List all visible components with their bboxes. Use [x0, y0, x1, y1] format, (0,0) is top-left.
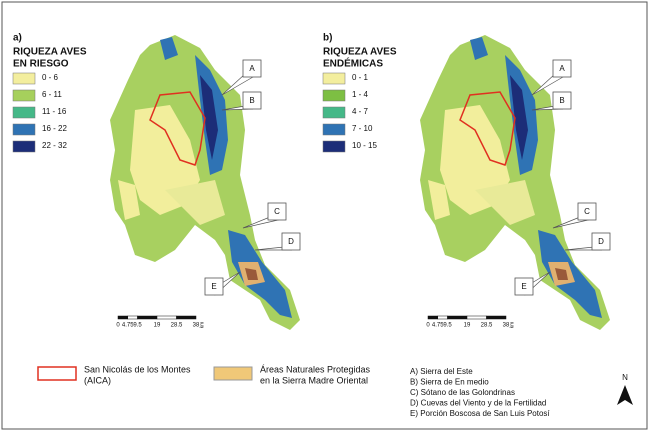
- legend-swatch: [322, 72, 346, 85]
- scale-segment: [437, 315, 448, 320]
- callout-box: [204, 277, 224, 296]
- anp-label: en la Sierra Madre Oriental: [260, 375, 368, 385]
- aica-label: (AICA): [84, 375, 111, 385]
- scale-segment: [156, 315, 177, 320]
- legend-label: 0 - 1: [352, 73, 369, 82]
- scale-segment: [117, 315, 128, 320]
- scale-segment: [486, 315, 507, 320]
- legend-swatch: [322, 140, 346, 153]
- callout-label: D: [598, 237, 604, 246]
- callout-box: [552, 59, 572, 78]
- scale-label: 38: [503, 323, 510, 329]
- north-label: N: [622, 373, 628, 382]
- legend-label: 22 - 32: [42, 141, 67, 150]
- panel-label: b): [323, 33, 332, 44]
- north-arrow: [617, 385, 633, 405]
- legend-title: EN RIESGO: [13, 59, 69, 70]
- site-label: A) Sierra del Este: [410, 367, 473, 376]
- legend-title: RIQUEZA AVES: [13, 47, 87, 58]
- legend-swatch: [12, 140, 36, 153]
- site-label: D) Cuevas del Viento y de la Fertilidad: [410, 399, 546, 408]
- callout-box: [242, 59, 262, 78]
- scale-segment: [137, 315, 158, 320]
- scale-label: 28.5: [481, 323, 493, 329]
- legend-swatch: [12, 72, 36, 85]
- site-label: B) Sierra de En medio: [410, 378, 489, 387]
- legend-label: 10 - 15: [352, 141, 377, 150]
- scale-label: 9.5: [133, 323, 142, 329]
- anp-label: Áreas Naturales Protegidas: [260, 364, 371, 374]
- scale-label: 4.75: [122, 323, 134, 329]
- legend-title: ENDÉMICAS: [323, 57, 383, 70]
- legend-swatch: [322, 106, 346, 119]
- scale-label: 9.5: [443, 323, 452, 329]
- legend-label: 16 - 22: [42, 124, 67, 133]
- scale-label: 38: [193, 323, 200, 329]
- scale-segment: [176, 315, 197, 320]
- legend-label: 11 - 16: [42, 107, 67, 116]
- callout-box: [281, 232, 301, 251]
- legend-title: RIQUEZA AVES: [323, 47, 397, 58]
- callout-label: B: [559, 96, 564, 105]
- scale-segment: [466, 315, 487, 320]
- callout-label: B: [249, 96, 254, 105]
- scale-label: 4.75: [432, 323, 444, 329]
- legend-label: 6 - 11: [42, 90, 62, 99]
- legend-swatch: [12, 89, 36, 102]
- legend-swatch: [322, 89, 346, 102]
- scale-segment: [427, 315, 438, 320]
- legend-label: 0 - 6: [42, 73, 59, 82]
- scale-unit: km: [509, 322, 515, 329]
- callout-label: E: [521, 282, 526, 291]
- anp-swatch: [213, 366, 253, 381]
- callout-box: [577, 202, 597, 221]
- callout-label: C: [584, 207, 590, 216]
- callout-box: [514, 277, 534, 296]
- callout-label: A: [249, 64, 255, 73]
- legend-swatch: [322, 123, 346, 136]
- site-label: C) Sótano de las Golondrinas: [410, 388, 515, 397]
- callout-box: [552, 91, 572, 110]
- scale-segment: [127, 315, 138, 320]
- callout-box: [267, 202, 287, 221]
- site-label: E) Porción Boscosa de San Luis Potosí: [410, 409, 550, 418]
- legend-swatch: [12, 106, 36, 119]
- callout-box: [242, 91, 262, 110]
- scale-label: 19: [154, 323, 161, 329]
- legend-label: 1 - 4: [352, 90, 369, 99]
- callout-label: C: [274, 207, 280, 216]
- callout-label: D: [288, 237, 294, 246]
- legend-swatch: [12, 123, 36, 136]
- scale-label: 0: [116, 323, 120, 329]
- scale-segment: [447, 315, 468, 320]
- footer: San Nicolás de los Montes (AICA) Áreas N…: [37, 364, 633, 418]
- scale-label: 28.5: [171, 323, 183, 329]
- panel-label: a): [13, 33, 22, 44]
- aica-swatch: [37, 366, 77, 381]
- callout-label: E: [211, 282, 216, 291]
- scale-label: 0: [426, 323, 430, 329]
- legend-label: 4 - 7: [352, 107, 369, 116]
- scale-label: 19: [464, 323, 471, 329]
- scale-unit: km: [199, 322, 205, 329]
- callout-box: [591, 232, 611, 251]
- legend-label: 7 - 10: [352, 124, 373, 133]
- callout-label: A: [559, 64, 565, 73]
- aica-label: San Nicolás de los Montes: [84, 364, 191, 374]
